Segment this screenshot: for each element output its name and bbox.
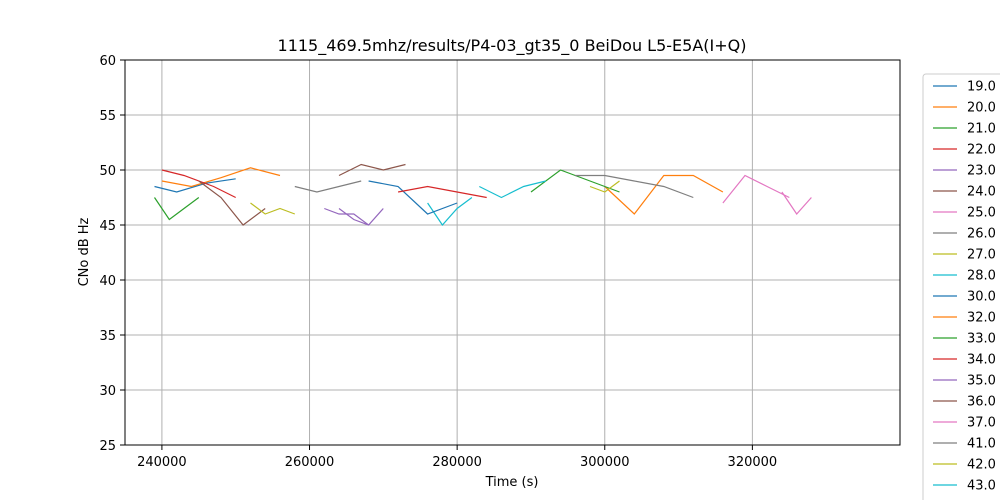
legend-label: 27.0 — [967, 248, 996, 263]
x-tick-label: 260000 — [285, 455, 335, 470]
y-axis-label: CNo dB Hz — [77, 217, 92, 286]
legend-label: 28.0 — [967, 269, 996, 284]
series-line-19-0 — [154, 178, 236, 193]
y-tick-label: 35 — [99, 329, 116, 344]
legend-label: 24.0 — [967, 185, 996, 200]
series-line-35-0 — [338, 208, 384, 226]
x-tick-label: 300000 — [580, 455, 630, 470]
y-tick-label: 40 — [99, 274, 116, 289]
legend-label: 30.0 — [967, 290, 996, 305]
legend-label: 42.0 — [967, 458, 996, 473]
series-line-36-0 — [338, 163, 406, 177]
y-tick-label: 25 — [99, 439, 116, 454]
x-tick-label: 240000 — [137, 455, 187, 470]
chart-title: 1115_469.5mhz/results/P4-03_gt35_0 BeiDo… — [278, 36, 747, 56]
y-tick-label: 55 — [99, 109, 116, 124]
legend-label: 37.0 — [967, 416, 996, 431]
legend-label: 22.0 — [967, 143, 996, 158]
legend-frame — [922, 73, 1000, 500]
x-tick-label: 320000 — [728, 455, 778, 470]
x-tick-label: 280000 — [432, 455, 482, 470]
x-axis-label: Time (s) — [485, 475, 539, 490]
series-line-42-0 — [589, 180, 620, 193]
legend: 19.0 20.0 21.0 22.0 23.0 24.0 25.0 26.0 27.0 28.0… — [922, 73, 1000, 500]
y-tick-label: 45 — [99, 219, 116, 234]
series-line-25-0 — [722, 174, 790, 204]
legend-label: 43.0 — [967, 479, 996, 494]
legend-label: 20.0 — [967, 101, 996, 116]
legend-label: 32.0 — [967, 311, 996, 326]
series-line-26-0 — [294, 180, 362, 193]
legend-label: 34.0 — [967, 353, 996, 368]
series-line-34-0 — [397, 185, 487, 199]
y-tick-label: 50 — [99, 164, 116, 179]
series-line-21-0 — [154, 197, 200, 221]
legend-label: 33.0 — [967, 332, 996, 347]
x-axis: 240000 260000 280000 300000 320000 — [137, 445, 777, 470]
series-line-27-0 — [250, 202, 296, 215]
legend-label: 23.0 — [967, 164, 996, 179]
legend-label: 21.0 — [967, 122, 996, 137]
legend-label: 41.0 — [967, 437, 996, 452]
series-line-24-0 — [198, 180, 266, 226]
series-line-37-0 — [781, 191, 812, 215]
series-line-43-0 — [479, 180, 546, 199]
plot-frame — [124, 59, 901, 446]
y-axis: 25 30 35 40 45 50 55 60 — [99, 54, 125, 454]
series-line-32-0 — [604, 174, 724, 215]
series-layer — [154, 163, 812, 226]
y-tick-label: 30 — [99, 384, 116, 399]
legend-label: 25.0 — [967, 206, 996, 221]
y-tick-label: 60 — [99, 54, 116, 69]
series-line-30-0 — [368, 180, 458, 215]
legend-label: 35.0 — [967, 374, 996, 389]
series-line-20-0 — [161, 167, 281, 188]
series-line-28-0 — [427, 197, 473, 226]
legend-label: 19.0 — [967, 80, 996, 95]
series-line-41-0 — [575, 174, 694, 199]
legend-label: 36.0 — [967, 395, 996, 410]
legend-label: 26.0 — [967, 227, 996, 242]
